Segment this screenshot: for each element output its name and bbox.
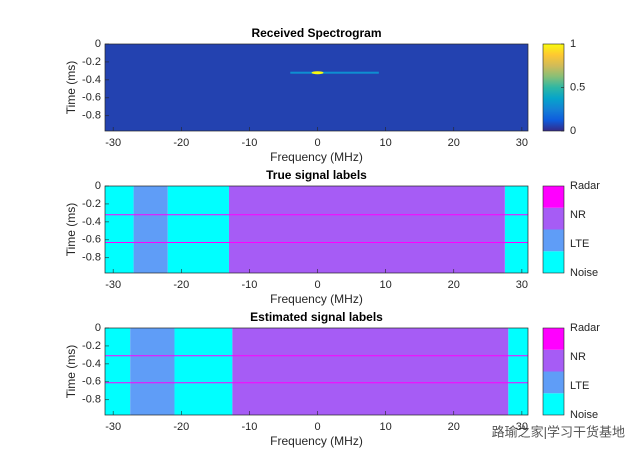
y-tick-label: 0 <box>95 180 101 192</box>
axes-box <box>104 43 529 132</box>
label-region <box>228 186 505 273</box>
y-tick-label: -0.6 <box>82 234 101 246</box>
x-tick-label: -30 <box>105 279 121 291</box>
colorbar-label: NR <box>570 209 586 221</box>
colorbar-label: LTE <box>570 380 589 392</box>
y-tick-label: -0.8 <box>82 394 101 406</box>
colorbar-label: Noise <box>570 409 598 421</box>
x-axis-label: Frequency (MHz) <box>270 150 363 164</box>
plot-area <box>105 186 528 273</box>
label-region <box>174 328 233 415</box>
colorbar <box>542 43 565 132</box>
colorbar-block <box>543 371 564 394</box>
label-region <box>508 328 528 415</box>
colorbar-block <box>543 186 564 208</box>
y-tick-label: -0.4 <box>82 216 101 228</box>
colorbar-block <box>543 328 564 350</box>
colorbar-tick-label: 0.5 <box>570 81 585 93</box>
x-tick-label: 30 <box>516 137 528 149</box>
chart-title: True signal labels <box>266 168 367 182</box>
x-tick-label: -30 <box>105 137 121 149</box>
x-tick-label: 0 <box>314 421 320 433</box>
x-tick-label: -10 <box>241 279 257 291</box>
label-region <box>167 186 229 273</box>
plot-area <box>105 328 528 415</box>
x-tick-label: 0 <box>314 137 320 149</box>
spectrogram-floor <box>105 44 528 131</box>
x-tick-label: -20 <box>173 137 189 149</box>
watermark: 路瑜之家|学习干货基地 <box>492 424 625 439</box>
y-axis-label: Time (ms) <box>64 345 78 399</box>
x-axis-label: Frequency (MHz) <box>270 292 363 306</box>
y-tick-label: 0 <box>95 322 101 334</box>
x-tick-label: 30 <box>516 279 528 291</box>
label-region <box>105 186 134 273</box>
x-tick-label: -10 <box>241 137 257 149</box>
y-tick-label: 0 <box>95 38 101 50</box>
x-tick-label: -10 <box>241 421 257 433</box>
label-region <box>130 328 175 415</box>
x-tick-label: 30 <box>516 421 528 433</box>
axes-box <box>104 185 529 274</box>
colorbar-label: Noise <box>570 267 598 279</box>
colorbar-label: Radar <box>570 322 600 334</box>
y-tick-label: -0.8 <box>82 110 101 122</box>
x-tick-label: 10 <box>380 137 392 149</box>
y-axis-label: Time (ms) <box>64 203 78 257</box>
y-tick-label: -0.2 <box>82 340 101 352</box>
colorbar-block <box>543 207 564 230</box>
x-tick-label: 10 <box>380 279 392 291</box>
x-tick-label: -30 <box>105 421 121 433</box>
y-tick-label: -0.4 <box>82 74 101 86</box>
x-tick-label: 20 <box>448 279 460 291</box>
y-tick-label: -0.2 <box>82 56 101 68</box>
label-region <box>504 186 528 273</box>
colorbar-frame <box>542 327 565 416</box>
x-tick-label: 0 <box>314 279 320 291</box>
colorbar-frame <box>542 185 565 274</box>
colorbar-block <box>543 349 564 372</box>
y-tick-label: -0.6 <box>82 376 101 388</box>
y-tick-label: -0.6 <box>82 92 101 104</box>
y-tick-label: -0.8 <box>82 252 101 264</box>
colorbar-label: NR <box>570 351 586 363</box>
colorbar-block <box>543 229 564 252</box>
label-region <box>133 186 168 273</box>
y-axis-label: Time (ms) <box>64 61 78 115</box>
x-tick-label: 10 <box>380 421 392 433</box>
chart-title: Estimated signal labels <box>250 310 383 324</box>
colorbar-tick-label: 1 <box>570 38 576 50</box>
streak <box>290 71 379 74</box>
x-tick-label: 20 <box>448 421 460 433</box>
axes-box <box>104 327 529 416</box>
x-axis-label: Frequency (MHz) <box>270 434 363 448</box>
colorbar-block <box>543 251 564 273</box>
peak <box>311 71 324 75</box>
y-tick-label: -0.4 <box>82 358 101 370</box>
x-tick-label: -20 <box>173 421 189 433</box>
colorbar-block <box>543 393 564 415</box>
colorbar-label: LTE <box>570 238 589 250</box>
y-tick-label: -0.2 <box>82 198 101 210</box>
plot-area <box>105 44 528 131</box>
colorbar-label: Radar <box>570 180 600 192</box>
label-region <box>105 328 131 415</box>
x-tick-label: -20 <box>173 279 189 291</box>
x-tick-label: 20 <box>448 137 460 149</box>
colorbar-tick-label: 0 <box>570 125 576 137</box>
label-region <box>232 328 509 415</box>
chart-title: Received Spectrogram <box>251 26 381 40</box>
